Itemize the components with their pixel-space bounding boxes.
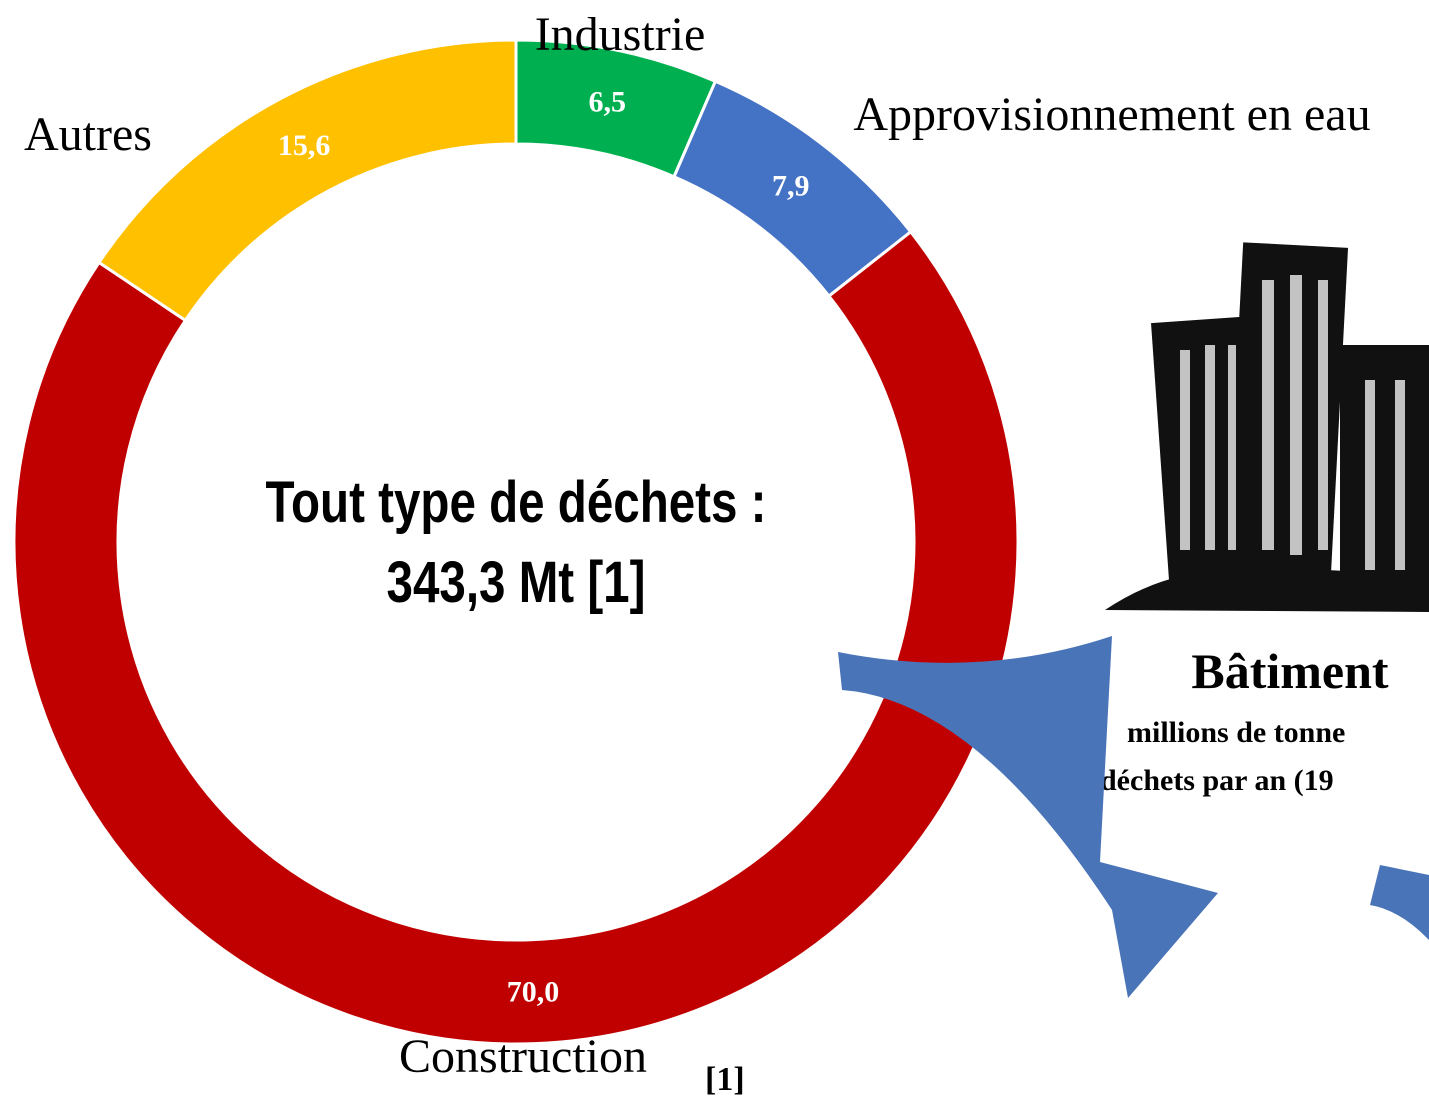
donut — [12, 38, 1020, 1046]
value-label: 6,5 — [589, 85, 627, 118]
value-label: 70,0 — [507, 976, 560, 1009]
panel-title: Bâtiment — [1191, 643, 1389, 699]
category-note: [1] — [705, 1061, 745, 1096]
category-label: Industrie — [535, 8, 706, 61]
center-text: 343,3 Mt [1] — [387, 551, 646, 616]
center-text: Tout type de déchets : — [266, 471, 767, 536]
building-icon — [1105, 242, 1429, 612]
category-label: Construction — [399, 1030, 647, 1083]
value-label: 7,9 — [772, 170, 810, 203]
panel-text: déchets par an (19 — [1100, 764, 1334, 797]
slice — [12, 229, 1020, 1046]
value-label: 15,6 — [278, 129, 331, 162]
slice — [96, 38, 518, 323]
category-label: Autres — [24, 108, 152, 161]
arrow — [1370, 865, 1429, 940]
panel-text: millions de tonne — [1127, 716, 1345, 749]
category-label: Approvisionnement en eau — [853, 88, 1370, 141]
arrow — [838, 636, 1218, 998]
